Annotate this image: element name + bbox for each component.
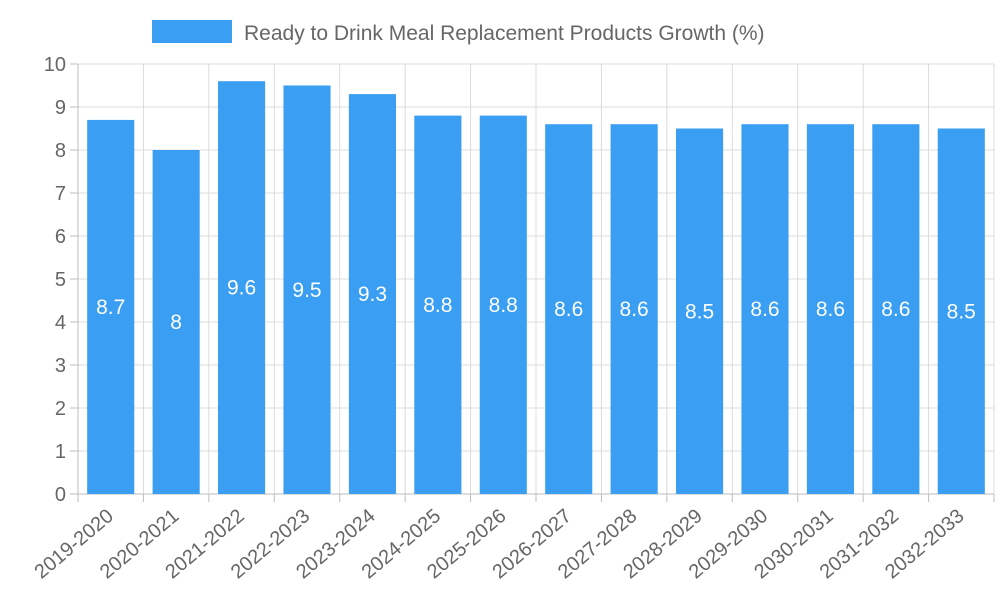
y-tick-label: 4 [55,312,66,334]
bar-2026-2027[interactable] [545,124,593,494]
bar-2029-2030[interactable] [741,124,789,494]
bar-2028-2029[interactable] [676,128,724,495]
data-label-2026-2027: 8.6 [554,298,583,321]
y-tick-label: 8 [55,140,66,162]
bar-2023-2024[interactable] [348,94,396,494]
bar-2021-2022[interactable] [218,81,266,494]
y-axis-ticks: 0 1 2 3 4 5 6 7 8 9 10 [44,54,78,506]
data-label-2030-2031: 8.6 [816,298,845,321]
data-label-2024-2025: 8.8 [423,294,452,317]
y-tick-label: 3 [55,355,66,377]
y-tick-label: 1 [55,441,66,463]
legend-label[interactable]: Ready to Drink Meal Replacement Products… [244,22,765,45]
bar-2027-2028[interactable] [610,124,658,494]
y-tick-label: 10 [44,54,66,76]
data-label-2027-2028: 8.6 [620,298,649,321]
data-label-2021-2022: 9.6 [227,277,256,300]
y-tick-label: 6 [55,226,66,248]
data-label-2028-2029: 8.5 [685,300,714,323]
data-label-2019-2020: 8.7 [96,296,125,319]
bars [87,81,985,495]
data-labels: 8.7 8 9.6 9.5 9.3 8.8 8.8 8.6 8.6 8.5 8.6 8.6 8.6 8.5 [96,277,976,334]
y-tick-label: 0 [55,484,66,506]
legend[interactable]: Ready to Drink Meal Replacement Products… [152,20,765,45]
bar-2030-2031[interactable] [806,124,854,494]
data-label-2031-2032: 8.6 [881,298,910,321]
y-tick-label: 5 [55,269,66,291]
grid [77,63,995,494]
legend-swatch[interactable] [152,20,232,43]
data-label-2023-2024: 9.3 [358,283,387,306]
bar-2020-2021[interactable] [152,150,200,494]
y-tick-label: 9 [55,97,66,119]
bar-2019-2020[interactable] [87,119,135,495]
bar-2022-2023[interactable] [283,85,331,495]
y-tick-label: 7 [55,183,66,205]
data-label-2029-2030: 8.6 [750,298,779,321]
bar-2031-2032[interactable] [872,124,920,494]
y-tick-label: 2 [55,398,66,420]
data-label-2032-2033: 8.5 [947,300,976,323]
data-label-2022-2023: 9.5 [292,279,321,302]
x-axis-ticks: 2019-20202020-20212021-20222022-20232023… [31,494,995,583]
data-label-2025-2026: 8.8 [489,294,518,317]
bar-2025-2026[interactable] [479,115,527,494]
data-label-2020-2021: 8 [170,311,182,334]
bar-2024-2025[interactable] [414,115,462,494]
bar-2032-2033[interactable] [937,128,985,495]
